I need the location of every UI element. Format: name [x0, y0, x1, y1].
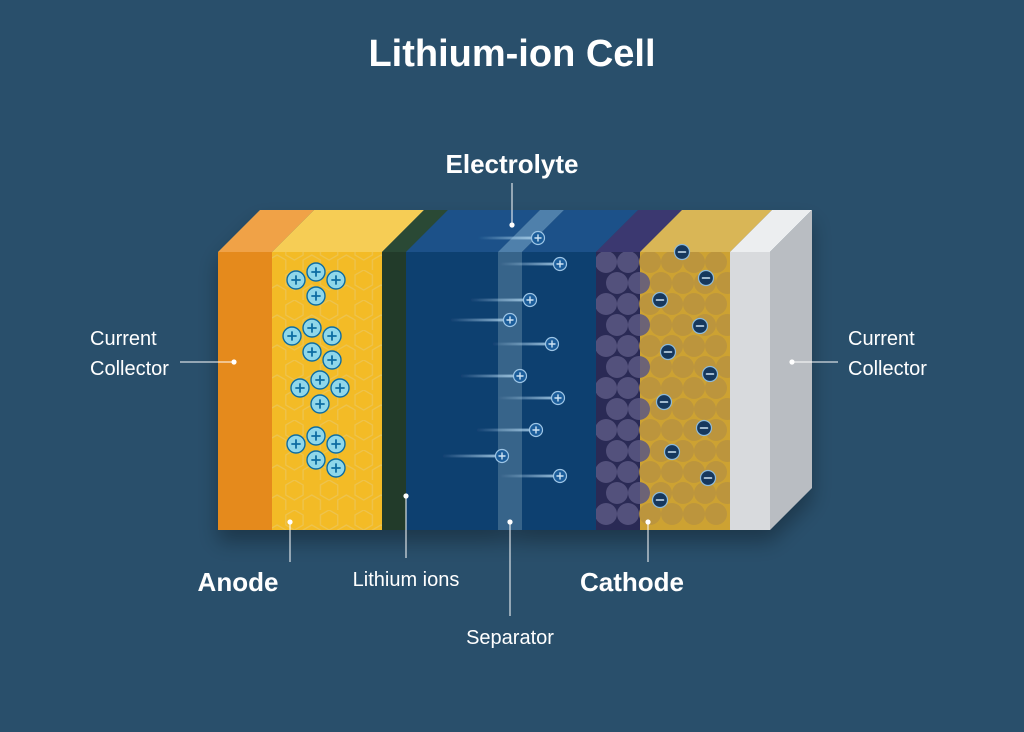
cell-block	[218, 210, 812, 530]
cathode-label: Cathode	[580, 566, 684, 600]
electrolyte-label: Electrolyte	[446, 148, 579, 182]
layer-front-separator	[498, 252, 522, 530]
right-collector-line2: Collector	[848, 356, 927, 382]
layer-front-anode-dark-edge	[382, 252, 406, 530]
layer-front-electrolyte-left	[406, 252, 498, 530]
page-title: Lithium-ion Cell	[368, 30, 655, 79]
anode-hex-grid	[272, 252, 382, 530]
left-collector-line2: Collector	[90, 356, 169, 382]
layer-side-cathode-collector	[770, 210, 812, 530]
anode-label: Anode	[198, 566, 279, 600]
left-collector-line1: Current	[90, 326, 157, 352]
layer-front-cathode-collector	[730, 252, 770, 530]
lithium-ions-label: Lithium ions	[353, 567, 460, 593]
right-collector-line1: Current	[848, 326, 915, 352]
separator-label: Separator	[466, 625, 554, 651]
layer-front-anode-collector	[218, 252, 272, 530]
